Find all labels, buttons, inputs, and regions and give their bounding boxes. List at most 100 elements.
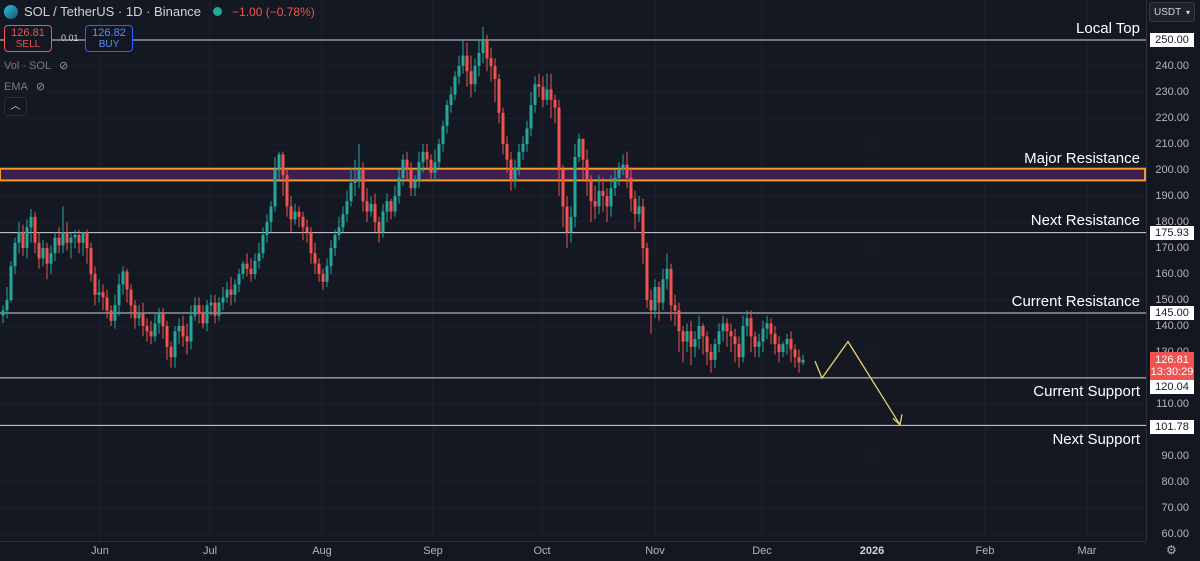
candle-body [89,248,93,274]
arrow-head-icon [892,414,903,427]
buy-button[interactable]: 126.82 BUY [85,25,133,52]
label-current-support: Current Support [1033,383,1140,400]
candle-body [425,151,429,160]
level-price-box: 250.00 [1150,33,1194,47]
time-tick: Jul [202,545,218,557]
candle-body [253,261,257,274]
currency-select[interactable]: USDT ▾ [1149,2,1195,22]
candle-body [541,86,545,100]
projection-path [814,340,901,426]
candle-body [793,349,797,358]
candle-body [633,198,637,215]
candle-body [601,190,605,196]
price-chart[interactable] [0,0,1146,541]
candle-body [97,292,101,295]
candle-body [781,344,785,352]
candle-body [761,328,765,342]
chart-area[interactable] [0,0,1146,541]
candle-body [449,94,453,105]
candle-body [185,336,189,342]
chevron-down-icon: ▾ [1185,7,1190,17]
candle-body [121,271,125,285]
candle-body [533,84,537,105]
candle-body [733,336,737,345]
price-tick: 170.00 [1155,242,1189,254]
candle-body [757,341,761,347]
candle-body [397,177,401,196]
candle-body [17,232,21,243]
candle-body [161,313,165,326]
price-tick: 160.00 [1155,268,1189,280]
time-tick: Sep [423,545,443,557]
time-tick: Dec [752,545,772,557]
price-tick: 110.00 [1156,398,1189,410]
candle-body [393,196,397,212]
candle-body [753,336,757,347]
candle-body [609,188,613,207]
candle-body [521,144,525,152]
candle-body [357,170,361,181]
candle-body [597,190,601,207]
candle-body [737,344,741,358]
candle-body [321,274,325,282]
candle-body [653,287,657,311]
candle-body [21,232,25,248]
candle-body [481,40,485,53]
gear-icon[interactable]: ⚙ [1166,543,1177,557]
candle-body [233,284,237,295]
candle-body [205,305,209,324]
candle-body [173,331,177,358]
candle-body [625,164,629,178]
candle-body [669,268,673,306]
chevron-up-icon: ︿ [10,101,21,112]
eye-off-icon[interactable]: ⊘ [59,60,69,72]
candle-body [225,289,229,298]
label-current-resistance: Current Resistance [1011,293,1140,310]
candle-body [717,331,721,345]
indicator-ema[interactable]: EMA ⊘ [4,80,46,94]
candle-body [801,359,805,363]
symbol-title[interactable]: SOL / TetherUS · 1D · Binance [24,4,202,19]
eye-off-icon[interactable]: ⊘ [35,81,46,93]
time-axis[interactable]: Jun Jul Aug Sep Oct Nov Dec 2026 Feb Mar [0,541,1146,561]
collapse-legend-button[interactable]: ︿ [4,97,27,116]
candle-body [565,206,569,233]
candle-body [677,310,681,332]
candle-body [353,180,357,183]
candle-body [401,159,405,178]
candle-body [685,331,689,342]
candle-body [149,331,153,337]
candle-body [721,323,725,332]
candle-body [61,232,65,246]
candle-body [421,151,425,163]
symbol-header: SOL / TetherUS · 1D · Binance −1.00 (−0.… [4,4,315,19]
candle-body [249,268,253,274]
candle-body [453,76,457,95]
live-price-box: 126.81 13:30:29 [1150,352,1194,380]
price-tick: 230.00 [1155,86,1189,98]
sell-button[interactable]: 126.81 SELL [4,25,52,52]
indicator-volume[interactable]: Vol · SOL ⊘ [4,59,69,73]
candle-body [433,162,437,173]
candle-body [785,339,789,345]
candle-body [361,170,365,202]
candle-body [45,248,49,264]
candle-body [621,164,625,170]
candle-body [245,263,249,269]
candle-body [197,305,201,313]
candle-body [53,237,57,254]
candle-body [73,235,77,238]
candle-body [485,40,489,59]
candle-body [125,271,129,290]
candle-body [365,201,369,212]
time-tick: 2026 [859,545,885,557]
candle-body [405,159,409,170]
candle-body [657,287,661,303]
label-next-support: Next Support [1052,431,1140,448]
candle-body [569,216,573,233]
price-axis[interactable]: 250.00 240.00 230.00 220.00 210.00 200.00 190.… [1146,0,1200,541]
candle-body [529,105,533,129]
candle-body [289,206,293,220]
candle-body [665,268,669,280]
candle-body [81,232,85,243]
